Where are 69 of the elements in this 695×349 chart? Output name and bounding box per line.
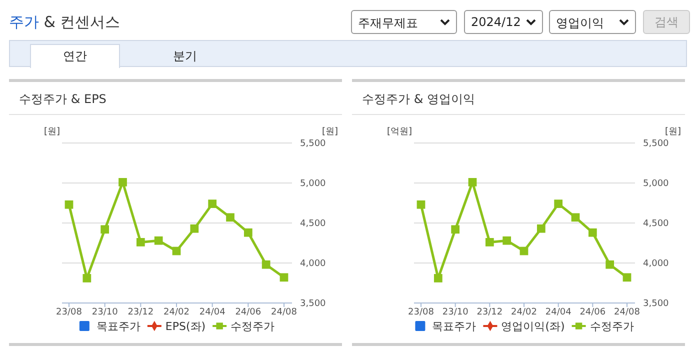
y2-tick-label: 5,000 xyxy=(643,178,670,189)
point xyxy=(118,178,127,186)
text: 영업이익 xyxy=(556,15,604,32)
point xyxy=(434,274,442,282)
point xyxy=(154,236,163,245)
point xyxy=(502,236,512,245)
x-tick-label: 24/02 xyxy=(164,307,190,318)
point xyxy=(606,260,614,269)
legend-label: 영업이익(좌) xyxy=(501,320,565,333)
legend-label: 목표주가 xyxy=(96,320,140,333)
y2-axis-title: [원] xyxy=(664,127,681,137)
point xyxy=(485,238,494,246)
y2-tick-label: 3,500 xyxy=(300,298,326,309)
legend-label: 수정주가 xyxy=(230,320,275,333)
point xyxy=(262,260,270,269)
point xyxy=(588,228,597,237)
y2-tick-label: 5,500 xyxy=(643,138,670,149)
y2-tick-label: 3,500 xyxy=(643,298,670,309)
point xyxy=(451,225,460,234)
point xyxy=(280,273,288,282)
x-tick-label: 24/04 xyxy=(545,307,572,318)
x-tick-label: 23/10 xyxy=(442,307,469,318)
point xyxy=(172,246,181,256)
x-tick-label: 23/12 xyxy=(476,307,503,318)
y2-tick-label: 5,500 xyxy=(300,138,326,149)
chart-title: 수정주가 & EPS xyxy=(19,92,106,106)
x-tick-label: 24/06 xyxy=(580,307,606,318)
x-tick-label: 24/02 xyxy=(511,307,537,318)
point xyxy=(136,238,145,246)
point xyxy=(82,274,92,282)
y-axis-title: [원] xyxy=(44,127,60,137)
point xyxy=(468,178,477,186)
y-axis-title: [억원] xyxy=(386,127,412,137)
point xyxy=(226,213,234,222)
point xyxy=(244,228,252,237)
legend-label: EPS(좌) xyxy=(165,320,206,333)
legend-label: 수정주가 xyxy=(590,320,634,333)
text: 주가 & 컨센서스 xyxy=(9,13,120,31)
point xyxy=(64,200,74,209)
text: 2024/12 xyxy=(471,15,521,29)
text: 검색 xyxy=(643,10,690,34)
legend-label: 목표주가 xyxy=(432,320,476,333)
x-tick-label: 23/12 xyxy=(128,307,154,318)
y2-tick-label: 5,000 xyxy=(300,178,326,189)
x-tick-label: 24/08 xyxy=(614,307,640,318)
text: 분기 xyxy=(172,48,198,65)
x-tick-label: 23/08 xyxy=(56,307,82,318)
point xyxy=(208,200,217,208)
point xyxy=(554,200,563,208)
point xyxy=(100,225,110,234)
y2-tick-label: 4,500 xyxy=(300,218,326,229)
point xyxy=(571,213,580,222)
x-tick-label: 24/08 xyxy=(271,307,298,318)
x-tick-label: 24/04 xyxy=(199,307,226,318)
y2-axis-title: [원] xyxy=(322,127,338,137)
x-tick-label: 23/08 xyxy=(408,307,434,318)
point xyxy=(190,224,199,233)
y2-tick-label: 4,000 xyxy=(643,258,670,269)
x-tick-label: 23/10 xyxy=(92,307,118,318)
point xyxy=(622,273,632,282)
y2-tick-label: 4,000 xyxy=(300,258,326,269)
y2-tick-label: 4,500 xyxy=(643,218,670,229)
text: 연간 xyxy=(30,44,120,68)
point xyxy=(536,224,546,233)
point xyxy=(520,246,528,256)
chart-title: 수정주가 & 영업이익 xyxy=(362,92,475,106)
text: 주재무제표 xyxy=(358,15,418,32)
point xyxy=(416,200,426,209)
x-tick-label: 24/06 xyxy=(235,307,262,318)
